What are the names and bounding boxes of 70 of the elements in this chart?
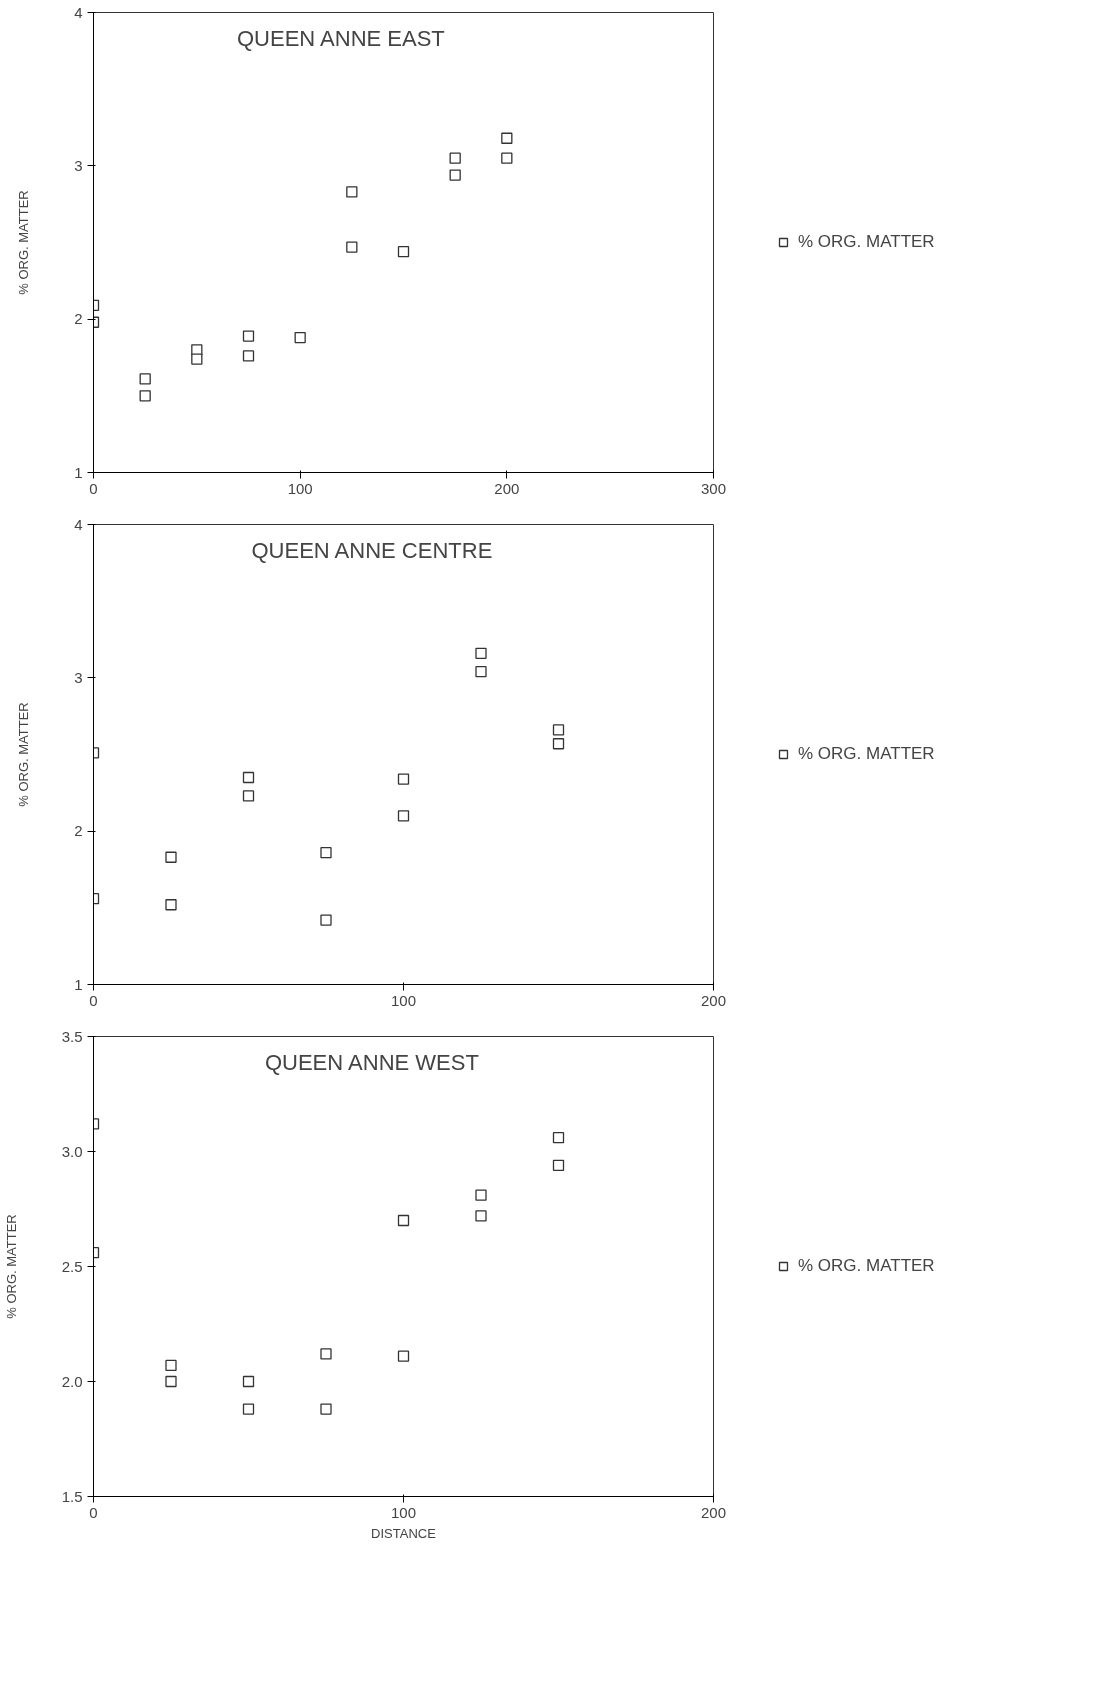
y-tick-label: 1	[74, 975, 83, 993]
point	[165, 1359, 177, 1372]
x-tick-label: 100	[390, 991, 417, 1009]
legend-label: % ORG. MATTER	[798, 232, 935, 252]
point	[139, 390, 151, 402]
x-tick-label: 0	[89, 479, 98, 497]
point	[320, 846, 332, 859]
point	[294, 331, 306, 344]
point	[346, 241, 358, 253]
point	[242, 350, 255, 362]
point	[242, 330, 255, 342]
point	[397, 246, 410, 258]
point	[346, 186, 358, 198]
text: QUEEN ANNE CENTRE	[251, 538, 493, 564]
point	[139, 373, 151, 385]
text: QUEEN ANNE EAST	[236, 26, 445, 52]
point	[449, 152, 461, 164]
x-tick-label: 0	[89, 991, 98, 1009]
point	[449, 169, 461, 181]
y-tick-label: 2.5	[61, 1257, 83, 1275]
point	[242, 1375, 255, 1388]
point	[397, 810, 410, 822]
point	[242, 790, 255, 802]
point	[552, 1132, 565, 1144]
x-tick-label: 200	[700, 991, 727, 1009]
point	[475, 1189, 487, 1201]
point	[397, 1350, 410, 1362]
point	[242, 771, 255, 784]
point	[552, 1159, 565, 1171]
point	[475, 1210, 487, 1222]
point	[552, 724, 565, 736]
point	[501, 152, 513, 164]
y-tick-label: 4	[74, 515, 83, 533]
x-axis-title: DISTANCE	[371, 1525, 437, 1541]
text: QUEEN ANNE WEST	[264, 1050, 479, 1076]
y-tick-label: 2	[74, 310, 83, 328]
point	[397, 773, 410, 785]
legend-label: % ORG. MATTER	[798, 744, 935, 764]
y-tick-label: 2	[74, 822, 83, 840]
y-tick-label: 3	[74, 668, 83, 686]
point	[320, 914, 332, 926]
x-tick-label: 0	[89, 1503, 98, 1521]
y-axis-title: % ORG. MATTER	[16, 190, 32, 295]
x-tick-label: 200	[494, 479, 520, 497]
point	[475, 666, 487, 678]
x-tick-label: 200	[700, 1503, 727, 1521]
y-axis-title: % ORG. MATTER	[16, 702, 32, 807]
point	[320, 1348, 332, 1360]
y-tick-label: 3	[74, 156, 83, 174]
point	[552, 738, 565, 750]
point	[191, 353, 203, 365]
point	[165, 899, 177, 911]
point	[397, 1214, 410, 1227]
point	[475, 647, 487, 659]
y-tick-label: 1.5	[61, 1487, 83, 1505]
point	[165, 851, 177, 863]
y-tick-label: 2.0	[61, 1372, 83, 1390]
point	[242, 1403, 255, 1415]
point	[320, 1403, 332, 1415]
y-tick-label: 1	[74, 463, 83, 481]
y-tick-label: 3.5	[61, 1027, 83, 1045]
y-axis-title: % ORG. MATTER	[3, 1214, 19, 1319]
x-tick-label: 100	[390, 1503, 417, 1521]
x-tick-label: 300	[700, 479, 727, 497]
y-tick-label: 4	[74, 3, 83, 21]
point	[165, 1375, 177, 1388]
y-tick-label: 3.0	[61, 1142, 83, 1160]
x-tick-label: 100	[287, 479, 313, 497]
point	[501, 132, 513, 144]
legend-label: % ORG. MATTER	[798, 1256, 935, 1276]
